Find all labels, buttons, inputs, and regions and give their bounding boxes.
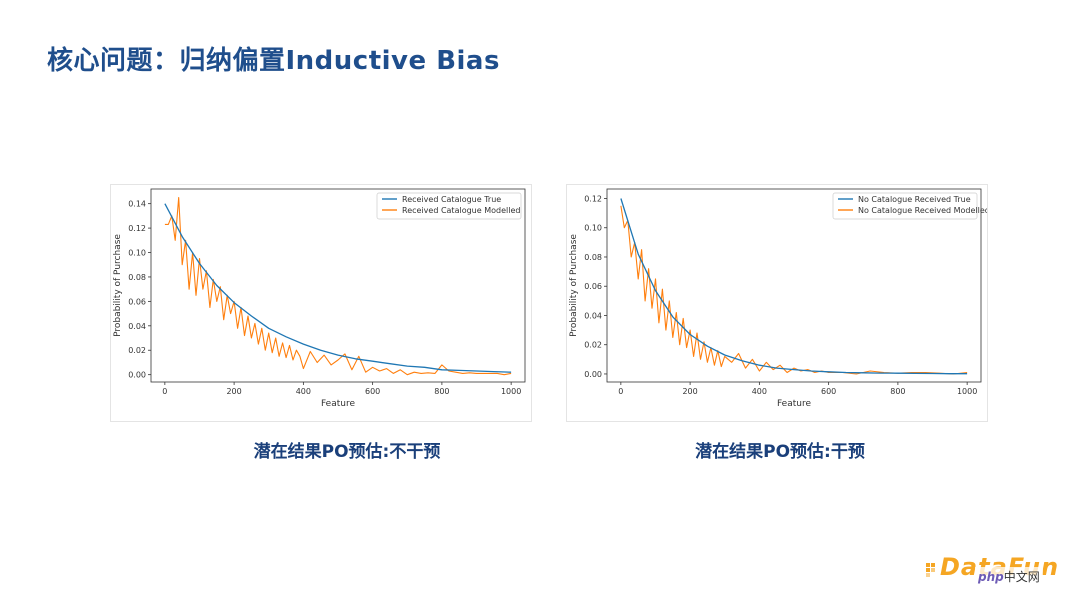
- legend-entry: No Catalogue Received True: [858, 195, 971, 204]
- x-tick-label: 400: [296, 387, 311, 396]
- logo-dots-icon: [926, 563, 940, 577]
- y-tick-label: 0.06: [128, 297, 146, 306]
- x-tick-label: 0: [618, 387, 623, 396]
- y-tick-label: 0.02: [128, 346, 146, 355]
- chart-received-catalogue: 0 200 400 600 800 1000 0.00 0.02 0.04 0.06 0.08 0.1…: [110, 184, 532, 422]
- x-tick-label: 600: [365, 387, 380, 396]
- y-tick-label: 0.10: [584, 224, 602, 233]
- x-axis-label: Feature: [777, 399, 811, 409]
- chart-svg-right: 0 200 400 600 800 1000 0.00 0.02 0.04 0.06 0.08 0.1…: [569, 188, 987, 409]
- series-line-modelled: [164, 197, 512, 376]
- legend-entry: No Catalogue Received Modelled: [858, 206, 987, 215]
- x-tick-label: 400: [752, 387, 767, 396]
- y-axis-label: Probability of Purchase: [113, 234, 123, 337]
- plot-frame: [606, 188, 982, 383]
- x-tick-label: 1000: [501, 387, 521, 396]
- y-tick-label: 0.08: [584, 253, 602, 262]
- legend-box: [376, 192, 522, 220]
- y-tick-label: 0.12: [584, 195, 602, 204]
- chart-svg-left: 0 200 400 600 800 1000 0.00 0.02 0.04 0.06 0.08 0.1…: [113, 188, 526, 409]
- y-tick-label: 0.04: [128, 322, 146, 331]
- legend-entry: Received Catalogue Modelled: [402, 206, 520, 215]
- y-tick-label: 0.00: [584, 370, 602, 379]
- y-tick-label: 0.12: [128, 224, 146, 233]
- x-tick-label: 0: [162, 387, 167, 396]
- series-line-modelled: [620, 205, 968, 375]
- x-tick-label: 800: [890, 387, 905, 396]
- y-tick-label: 0.00: [128, 371, 146, 380]
- x-tick-label: 600: [821, 387, 836, 396]
- y-tick-label: 0.14: [128, 200, 146, 209]
- y-tick-label: 0.02: [584, 341, 602, 350]
- x-tick-label: 200: [682, 387, 697, 396]
- series-line-true: [620, 198, 968, 375]
- slide-title: 核心问题：归纳偏置Inductive Bias: [47, 46, 500, 76]
- x-tick-label: 800: [434, 387, 449, 396]
- y-tick-label: 0.04: [584, 311, 602, 320]
- y-axis-label: Probability of Purchase: [569, 234, 579, 337]
- x-tick-label: 200: [226, 387, 241, 396]
- legend-entry: Received Catalogue True: [402, 195, 501, 204]
- x-axis-label: Feature: [321, 399, 355, 409]
- y-tick-label: 0.10: [128, 249, 146, 258]
- plot-frame: [150, 188, 526, 383]
- y-tick-label: 0.06: [584, 282, 602, 291]
- watermark-cn: 中文网: [1003, 570, 1040, 584]
- y-tick-label: 0.08: [128, 273, 146, 282]
- x-tick-label: 1000: [957, 387, 977, 396]
- watermark-php: php: [978, 570, 1004, 584]
- legend-box: [832, 192, 978, 220]
- series-line-true: [164, 203, 512, 373]
- caption-intervention: 潜在结果PO预估:干预: [695, 442, 865, 462]
- chart-no-catalogue: 0 200 400 600 800 1000 0.00 0.02 0.04 0.06 0.08 0.1…: [566, 184, 988, 422]
- caption-no-intervention: 潜在结果PO预估:不干预: [253, 442, 441, 462]
- watermark: php中文网: [975, 567, 1043, 586]
